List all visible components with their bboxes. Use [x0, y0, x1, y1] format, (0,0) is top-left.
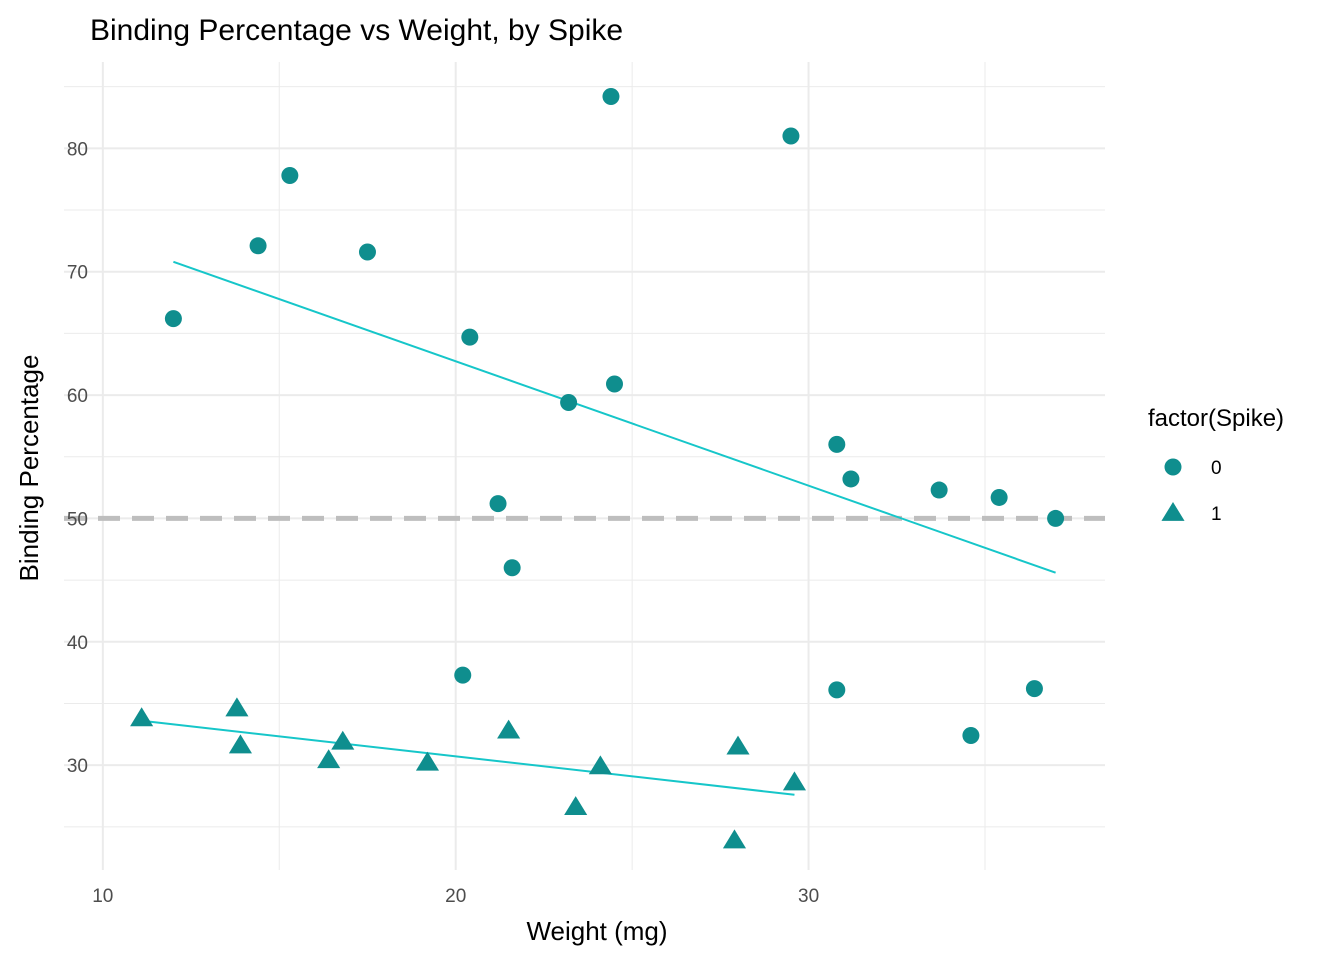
y-axis-title: Binding Percentage	[14, 355, 44, 582]
legend-title: factor(Spike)	[1148, 405, 1284, 432]
grid	[64, 62, 1105, 870]
point-spike-0	[842, 470, 860, 488]
point-spike-0	[1047, 509, 1065, 527]
point-spike-0	[164, 310, 182, 328]
point-spike-1	[564, 796, 588, 816]
point-spike-0	[503, 559, 521, 577]
point-spike-1	[588, 755, 612, 775]
point-spike-0	[930, 481, 948, 499]
point-spike-0	[782, 127, 800, 145]
point-spike-0	[828, 681, 846, 699]
point-spike-1	[228, 734, 252, 754]
y-tick-label: 60	[67, 386, 88, 407]
point-spike-0	[962, 727, 980, 745]
point-spike-1	[726, 735, 750, 755]
point-spike-0	[249, 237, 267, 255]
tick-labels: 10 20 30 30 40 50 60 70 80	[67, 139, 819, 907]
chart-title: Binding Percentage vs Weight, by Spike	[90, 14, 623, 47]
point-spike-1	[415, 751, 440, 771]
x-tick-label: 20	[445, 886, 466, 907]
x-tick-label: 10	[92, 886, 113, 907]
legend-key-triangle-icon	[1161, 502, 1185, 521]
point-spike-0	[281, 166, 299, 184]
x-axis-title: Weight (mg)	[526, 916, 667, 946]
point-spike-0	[990, 488, 1008, 506]
point-spike-1	[497, 719, 521, 739]
point-spike-1	[225, 697, 249, 717]
y-tick-label: 40	[67, 633, 88, 654]
x-tick-label: 30	[798, 886, 819, 907]
point-spike-0	[358, 243, 376, 261]
y-tick-label: 50	[67, 509, 88, 530]
point-spike-0	[1025, 680, 1043, 698]
point-spike-1	[130, 707, 154, 727]
point-spike-0	[461, 328, 479, 346]
point-spike-0	[605, 375, 623, 393]
point-spike-0	[560, 393, 578, 411]
point-spike-0	[489, 495, 507, 513]
fit-line-spike-0	[173, 260, 1056, 574]
legend-entries: 01	[1161, 458, 1222, 525]
point-spike-0	[828, 435, 846, 453]
point-spike-1	[722, 829, 747, 849]
point-spike-1	[317, 749, 341, 769]
point-spike-0	[454, 666, 472, 684]
fit-line-spike-1	[141, 719, 795, 796]
legend-label: 0	[1211, 458, 1222, 479]
y-tick-label: 70	[67, 263, 88, 284]
data-points	[130, 88, 1065, 849]
y-tick-label: 80	[67, 139, 88, 160]
point-spike-0	[602, 88, 620, 106]
fit-lines	[141, 260, 1056, 796]
legend-key-circle-icon	[1164, 458, 1182, 476]
point-spike-1	[782, 771, 807, 791]
y-tick-label: 30	[67, 756, 88, 777]
legend-label: 1	[1211, 504, 1222, 525]
point-spike-1	[331, 730, 355, 750]
legend: factor(Spike) 01	[1148, 405, 1284, 525]
